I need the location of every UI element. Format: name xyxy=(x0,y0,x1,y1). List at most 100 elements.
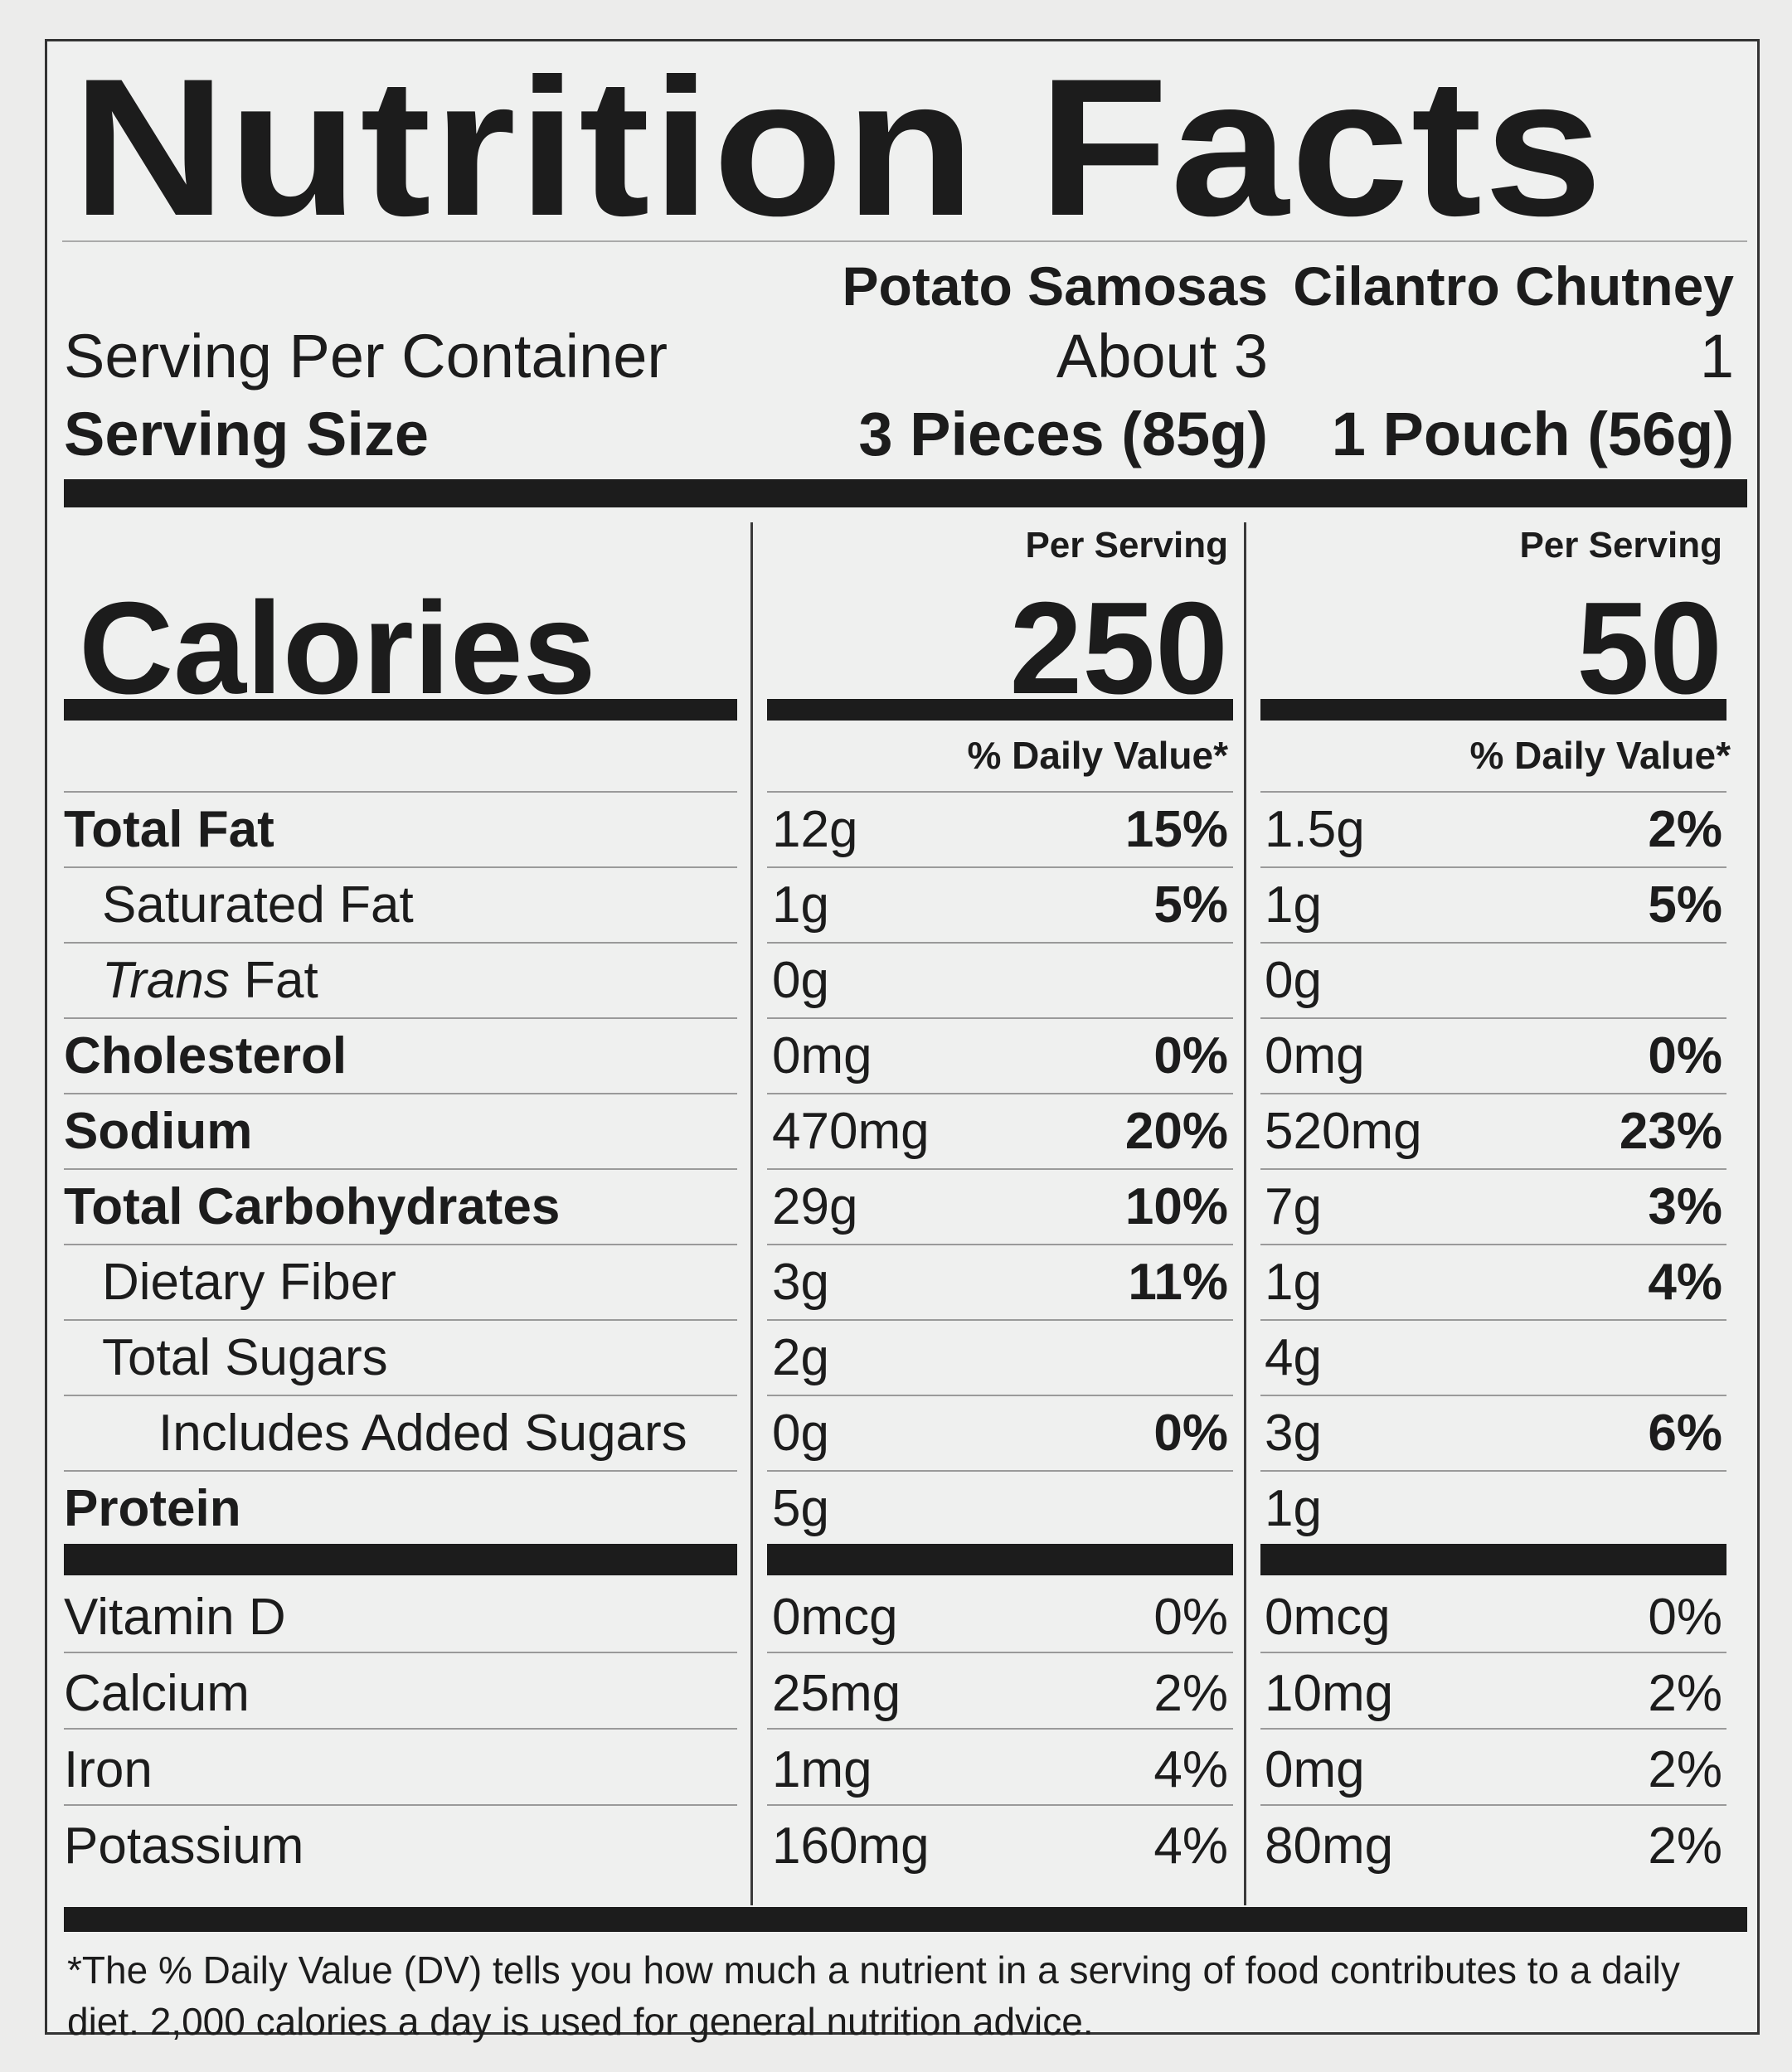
nutrient-dv-chutney: 5% xyxy=(1648,876,1722,934)
serving-size-chutney: 1 Pouch (56g) xyxy=(1331,400,1734,468)
row-separator-chutney xyxy=(1260,1168,1726,1170)
nutrient-name-row: Total Fat xyxy=(64,801,274,858)
calories-bar-chutney xyxy=(1260,699,1726,721)
servings-value-samosas: About 3 xyxy=(1056,322,1268,391)
nutrient-amount-chutney: 1g xyxy=(1265,876,1322,934)
nutrient-dv-samosas: 15% xyxy=(1124,801,1228,858)
per-serving-chutney: Per Serving xyxy=(1519,525,1722,565)
vitamin-name: Iron xyxy=(64,1741,153,1798)
nutrient-dv-chutney: 4% xyxy=(1648,1254,1722,1311)
nutrient-name-row: Saturated Fat xyxy=(102,876,414,934)
nutrient-amount-chutney: 4g xyxy=(1265,1329,1322,1386)
vitamin-separator-chutney xyxy=(1260,1804,1726,1806)
row-separator-samosas xyxy=(767,1017,1233,1019)
row-separator-samosas xyxy=(767,1093,1233,1094)
protein-bar-label xyxy=(64,1544,737,1575)
servings-per-container-label: Serving Per Container xyxy=(64,322,668,391)
footnote: *The % Daily Value (DV) tells you how mu… xyxy=(67,1948,1680,2044)
serving-size-label: Serving Size xyxy=(64,400,430,468)
daily-value-header-chutney: % Daily Value* xyxy=(1469,734,1731,777)
nutrient-name-row: Cholesterol xyxy=(64,1027,347,1085)
row-separator-samosas xyxy=(767,866,1233,868)
nutrient-amount-chutney: 520mg xyxy=(1265,1103,1422,1160)
row-separator-samosas xyxy=(767,1244,1233,1245)
row-separator-label xyxy=(64,1470,737,1472)
vitamin-separator-chutney xyxy=(1260,1652,1726,1653)
row-separator-label xyxy=(64,1395,737,1396)
row-separator-samosas xyxy=(767,942,1233,944)
nutrient-name-rest: Fat xyxy=(229,952,318,1009)
nutrient-amount-chutney: 1g xyxy=(1265,1480,1322,1537)
nutrient-amount-samosas: 2g xyxy=(772,1329,829,1386)
row-separator-label xyxy=(64,1244,737,1245)
nutrient-amount-chutney: 7g xyxy=(1265,1178,1322,1235)
nutrient-amount-samosas: 12g xyxy=(772,801,858,858)
vitamin-separator-label xyxy=(64,1804,737,1806)
serving-size-samosas: 3 Pieces (85g) xyxy=(858,400,1268,468)
vitamin-amount-chutney: 10mg xyxy=(1265,1665,1394,1722)
nutrient-dv-samosas: 0% xyxy=(1153,1405,1228,1462)
vitamin-amount-samosas: 160mg xyxy=(772,1817,930,1875)
vitamin-separator-label xyxy=(64,1652,737,1653)
nutrient-amount-samosas: 29g xyxy=(772,1178,858,1235)
serving-size-thick-bar xyxy=(64,479,1747,507)
vitamin-separator-samosas xyxy=(767,1804,1233,1806)
vitamin-dv-chutney: 2% xyxy=(1648,1741,1722,1798)
nutrient-name-italic: Trans xyxy=(102,952,230,1009)
vitamin-separator-chutney xyxy=(1260,1728,1726,1730)
nutrient-dv-samosas: 20% xyxy=(1124,1103,1228,1160)
calories-value-chutney: 50 xyxy=(1576,575,1722,721)
nutrient-amount-chutney: 0g xyxy=(1265,952,1322,1009)
row-separator-chutney xyxy=(1260,942,1726,944)
calories-bar-samosas xyxy=(767,699,1233,721)
nutrient-name-row: Trans Fat xyxy=(102,955,318,1007)
vitamin-amount-samosas: 25mg xyxy=(772,1665,901,1722)
nutrient-dv-chutney: 3% xyxy=(1648,1178,1722,1235)
vitamin-name: Potassium xyxy=(64,1817,304,1875)
row-separator-label xyxy=(64,1093,737,1094)
nutrient-amount-samosas: 0g xyxy=(772,1405,829,1462)
vitamin-dv-samosas: 0% xyxy=(1153,1589,1228,1646)
nutrition-label: Nutrition Facts Potato Samosas Cilantro … xyxy=(45,39,1760,2043)
per-serving-samosas: Per Serving xyxy=(1025,525,1228,565)
row-separator-chutney xyxy=(1260,791,1726,793)
nutrient-dv-samosas: 10% xyxy=(1124,1178,1228,1235)
vitamin-name: Calcium xyxy=(64,1665,250,1722)
nutrient-amount-samosas: 0g xyxy=(772,952,829,1009)
nutrient-amount-samosas: 1g xyxy=(772,876,829,934)
vitamin-dv-chutney: 0% xyxy=(1648,1589,1722,1646)
vitamin-dv-samosas: 4% xyxy=(1153,1817,1228,1875)
product-header-potato-samosas: Potato Samosas xyxy=(842,255,1269,317)
vitamin-amount-samosas: 1mg xyxy=(772,1741,872,1798)
row-separator-label xyxy=(64,866,737,868)
protein-bar-chutney xyxy=(1260,1544,1726,1575)
nutrient-amount-chutney: 0mg xyxy=(1265,1027,1365,1085)
row-separator-chutney xyxy=(1260,1093,1726,1094)
nutrient-amount-samosas: 0mg xyxy=(772,1027,872,1085)
row-separator-samosas xyxy=(767,791,1233,793)
row-separator-samosas xyxy=(767,1168,1233,1170)
vitamin-dv-samosas: 4% xyxy=(1153,1741,1228,1798)
vitamin-separator-label xyxy=(64,1728,737,1730)
row-separator-label xyxy=(64,791,737,793)
nutrient-name-row: Protein xyxy=(64,1480,241,1537)
title-divider xyxy=(62,240,1747,242)
vitamin-amount-chutney: 0mcg xyxy=(1265,1589,1391,1646)
nutrient-name-row: Total Carbohydrates xyxy=(64,1178,561,1235)
nutrient-amount-samosas: 3g xyxy=(772,1254,829,1311)
row-separator-label xyxy=(64,1017,737,1019)
footer-thick-bar xyxy=(64,1907,1747,1932)
servings-value-chutney: 1 xyxy=(1699,322,1734,391)
vitamin-amount-samosas: 0mcg xyxy=(772,1589,898,1646)
row-separator-chutney xyxy=(1260,1017,1726,1019)
nutrient-dv-samosas: 11% xyxy=(1128,1254,1228,1311)
row-separator-label xyxy=(64,942,737,944)
row-separator-chutney xyxy=(1260,1319,1726,1321)
protein-bar-samosas xyxy=(767,1544,1233,1575)
row-separator-chutney xyxy=(1260,1395,1726,1396)
nutrient-dv-chutney: 6% xyxy=(1648,1405,1722,1462)
row-separator-chutney xyxy=(1260,866,1726,868)
nutrient-dv-chutney: 23% xyxy=(1619,1103,1722,1160)
nutrient-name-row: Dietary Fiber xyxy=(102,1254,396,1311)
vitamin-dv-chutney: 2% xyxy=(1648,1817,1722,1875)
